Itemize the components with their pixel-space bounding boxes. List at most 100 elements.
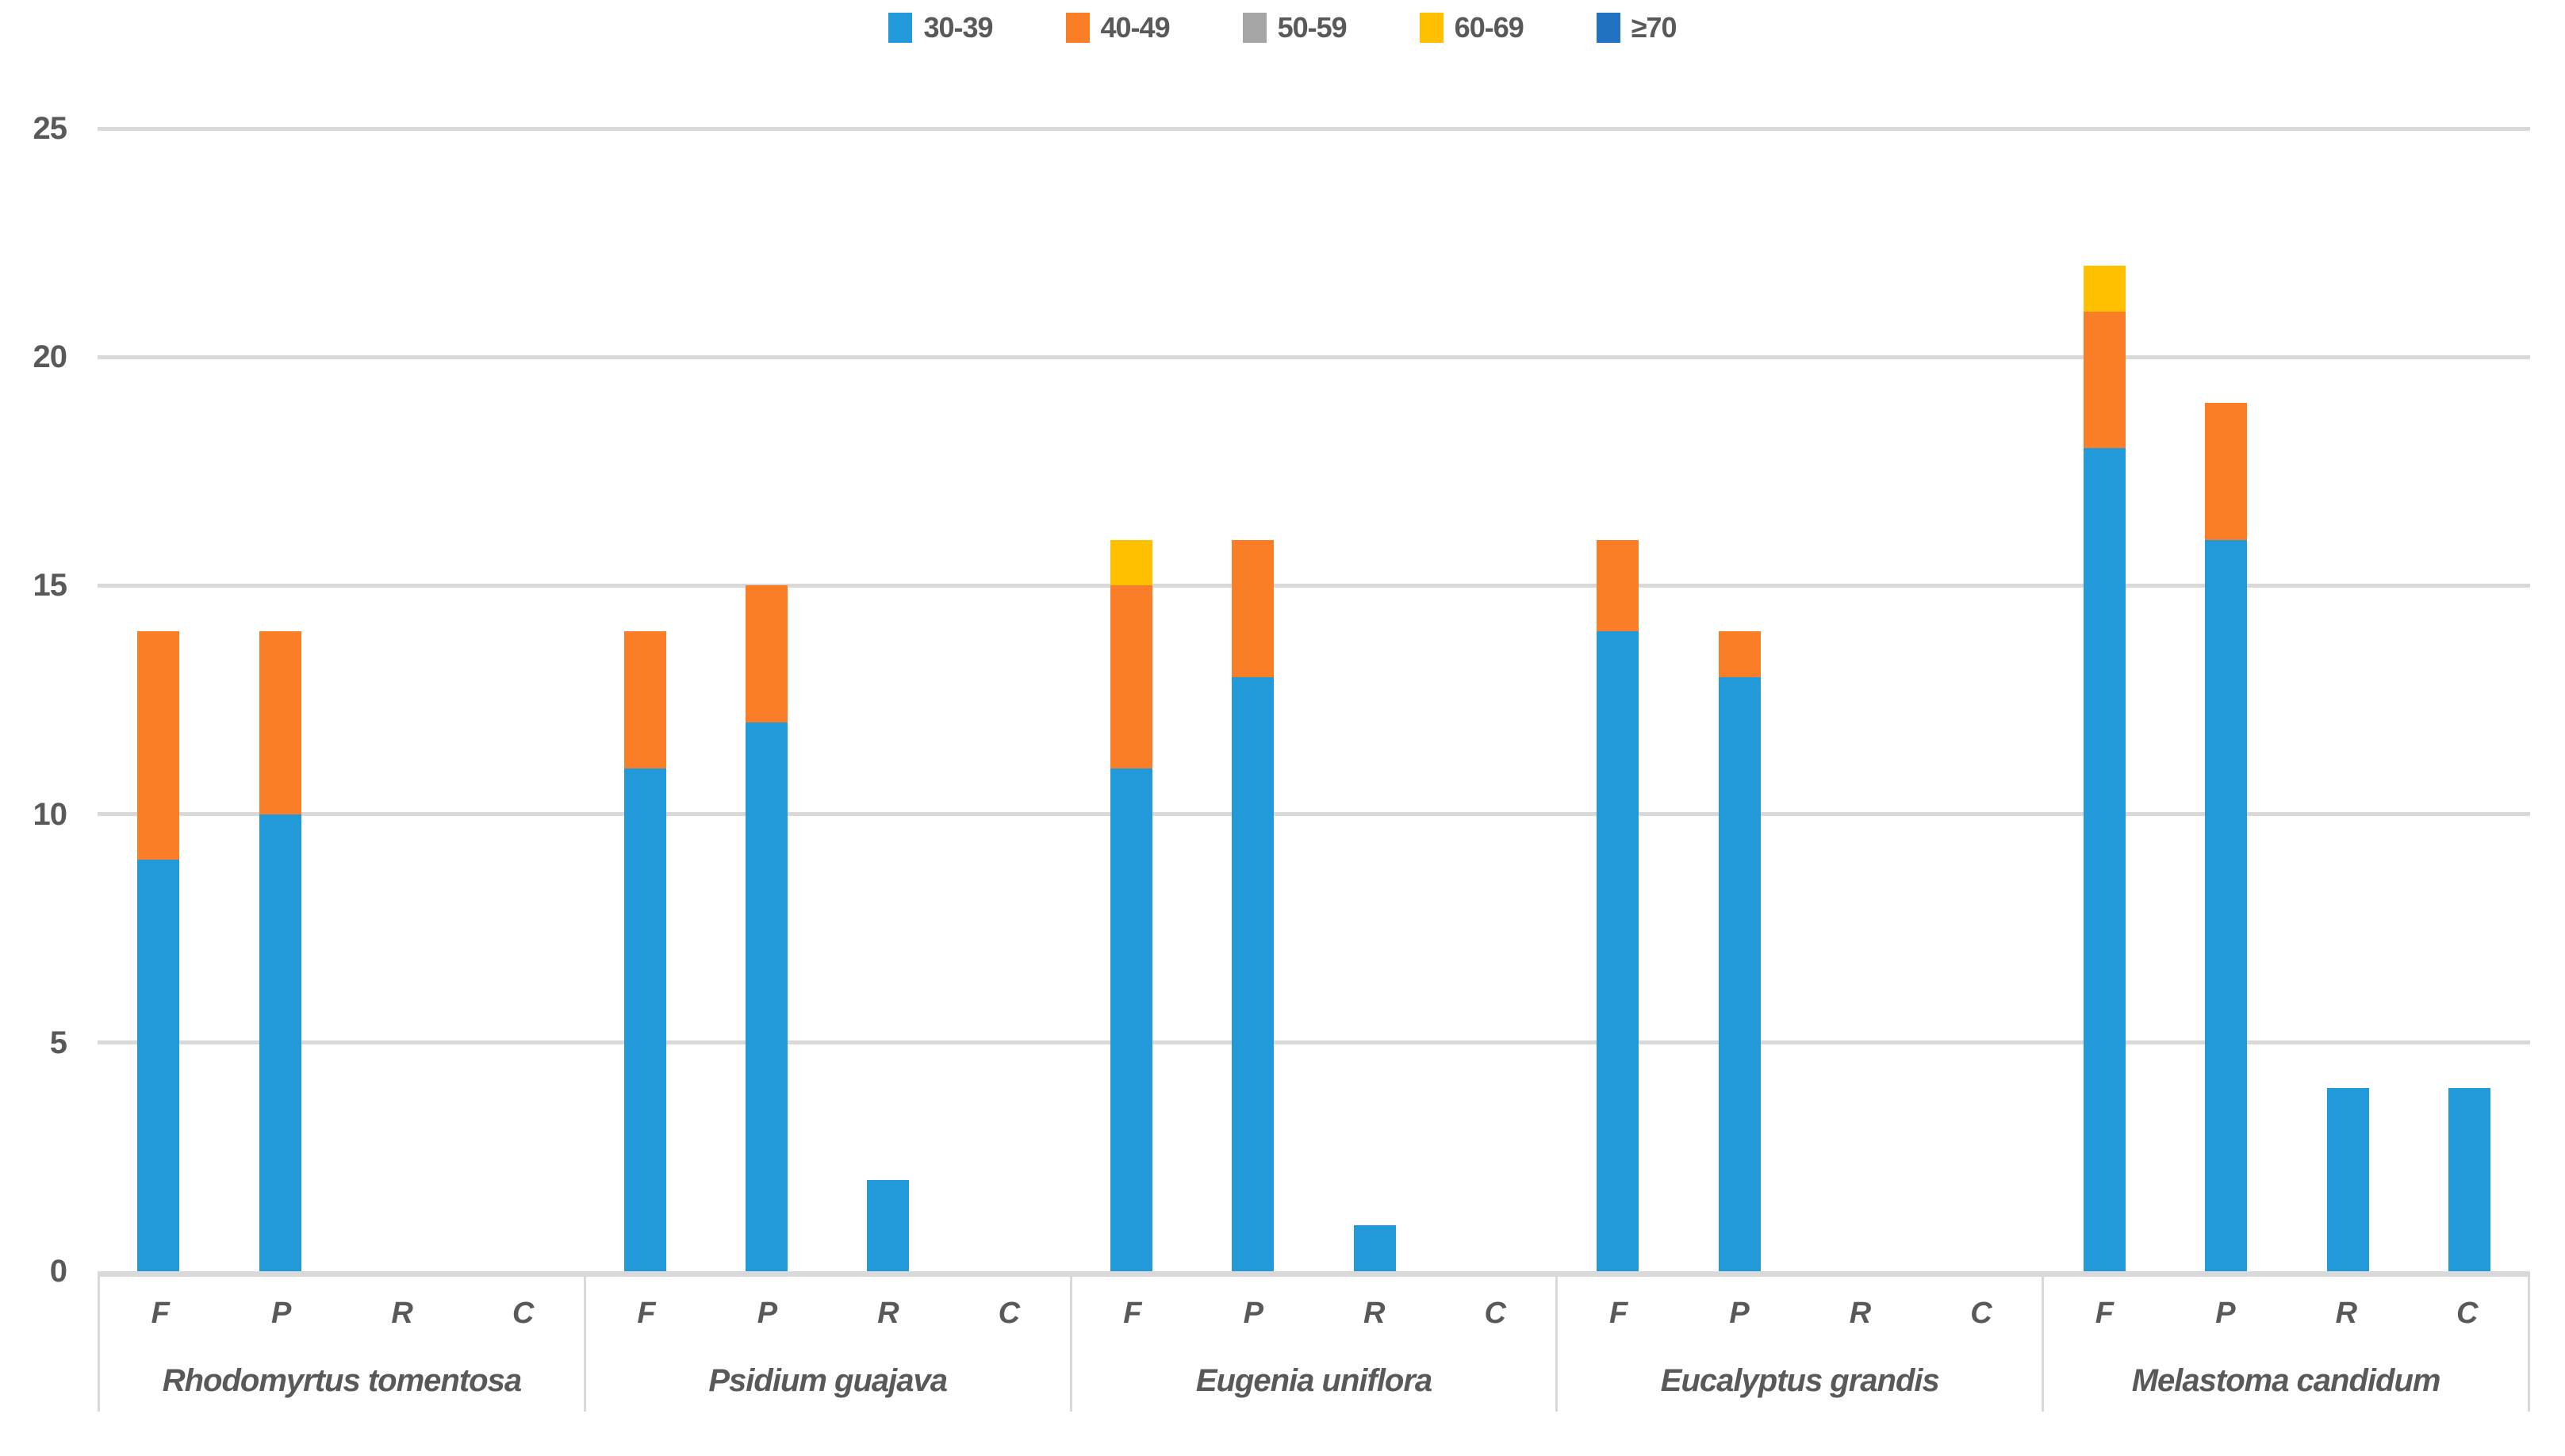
legend-label: 30-39 <box>923 11 993 44</box>
bar-slot <box>584 128 705 1271</box>
stacked-bar <box>1110 539 1152 1271</box>
legend-swatch-50-59 <box>1242 13 1267 43</box>
bar-slot <box>219 128 340 1271</box>
category-label: R <box>2335 1296 2358 1330</box>
bar-segment-40-49 <box>1232 539 1275 677</box>
x-axis: F P R C Rhodomyrtus tomentosa F P R C Psidium gua… <box>98 1271 2530 1412</box>
category-label: C <box>1484 1296 1506 1330</box>
bar-slot <box>2044 128 2165 1271</box>
category-label: R <box>1849 1296 1872 1330</box>
bar-slot <box>2165 128 2287 1271</box>
category-label: R <box>877 1296 899 1330</box>
category-label: R <box>1363 1296 1386 1330</box>
bar-slot <box>98 128 219 1271</box>
bar-segment-40-49 <box>745 585 788 723</box>
stacked-bar <box>2448 1088 2490 1271</box>
bars-layer <box>98 128 2530 1271</box>
category-label: P <box>757 1296 778 1330</box>
bar-group <box>1071 128 1557 1271</box>
bar-segment-30-39 <box>623 768 666 1271</box>
category-label: C <box>1970 1296 1992 1330</box>
species-name: Eucalyptus grandis <box>1660 1362 1940 1398</box>
bar-segment-30-39 <box>1718 676 1761 1271</box>
bar-slot <box>1800 128 1922 1271</box>
bar-segment-30-39 <box>867 1179 910 1271</box>
category-label: P <box>271 1296 292 1330</box>
bar-slot <box>1679 128 1800 1271</box>
bar-segment-60-69 <box>2083 265 2126 312</box>
category-label: F <box>151 1296 170 1330</box>
legend-swatch-40-49 <box>1065 13 1090 43</box>
species-group-cell: F P R C Rhodomyrtus tomentosa <box>98 1277 584 1412</box>
legend-item: 40-49 <box>1065 11 1171 44</box>
bar-slot <box>827 128 949 1271</box>
legend-item: 60-69 <box>1419 11 1524 44</box>
y-axis-tick-label: 25 <box>33 111 68 146</box>
legend-label: 40-49 <box>1100 11 1171 44</box>
stacked-bar <box>259 631 301 1271</box>
gridline <box>98 126 2530 131</box>
bar-slot <box>2409 128 2530 1271</box>
bar-segment-40-49 <box>1110 585 1152 768</box>
bar-segment-40-49 <box>1718 631 1761 677</box>
bar-slot <box>2287 128 2408 1271</box>
legend-label: 60-69 <box>1454 11 1524 44</box>
stacked-bar <box>1718 631 1761 1271</box>
bar-slot <box>949 128 1070 1271</box>
stacked-bar <box>2326 1088 2369 1271</box>
stacked-bar <box>137 631 180 1271</box>
stacked-bar <box>2083 265 2126 1271</box>
species-name: Melastoma candidum <box>2131 1362 2441 1398</box>
stacked-bar <box>867 1179 910 1271</box>
bar-segment-30-39 <box>745 722 788 1271</box>
category-label: F <box>637 1296 656 1330</box>
bar-slot <box>1314 128 1436 1271</box>
species-name: Psidium guajava <box>708 1362 948 1398</box>
category-label: F <box>1123 1296 1142 1330</box>
bar-group <box>98 128 584 1271</box>
category-label: F <box>1609 1296 1628 1330</box>
category-label: P <box>1243 1296 1263 1330</box>
legend-item: 30-39 <box>888 11 994 44</box>
stacked-bar <box>2205 402 2248 1271</box>
bar-segment-40-49 <box>137 631 180 860</box>
legend-label: 50-59 <box>1277 11 1348 44</box>
species-group-cell: F P R C Eucalyptus grandis <box>1555 1277 2042 1412</box>
bar-segment-30-39 <box>2326 1088 2369 1271</box>
species-group-cell: F P R C Psidium guajava <box>583 1277 1070 1412</box>
bar-segment-30-39 <box>2083 448 2126 1271</box>
stacked-bar <box>1353 1225 1396 1271</box>
bar-slot <box>706 128 827 1271</box>
gridline <box>98 812 2530 817</box>
y-axis-tick-label: 0 <box>49 1254 67 1289</box>
bar-slot <box>1922 128 2043 1271</box>
bar-segment-30-39 <box>1597 631 1639 1271</box>
bar-slot <box>1436 128 1557 1271</box>
species-group-cell: F P R C Eugenia uniflora <box>1069 1277 1556 1412</box>
category-label: F <box>2095 1296 2114 1330</box>
bar-segment-40-49 <box>1597 539 1639 632</box>
bar-segment-40-49 <box>2083 311 2126 449</box>
category-label: C <box>998 1296 1021 1330</box>
bar-segment-30-39 <box>137 860 180 1271</box>
legend-item: ≥70 <box>1596 11 1677 44</box>
legend: 30-39 40-49 50-59 60-69 ≥70 <box>0 11 2565 44</box>
bar-segment-30-39 <box>1353 1225 1396 1271</box>
legend-swatch-30-39 <box>888 13 913 43</box>
bar-slot <box>462 128 584 1271</box>
bar-slot <box>341 128 462 1271</box>
y-axis-tick-label: 15 <box>33 568 68 603</box>
gridline <box>98 354 2530 359</box>
bar-slot <box>1557 128 1678 1271</box>
y-axis-tick-label: 5 <box>49 1025 67 1060</box>
bar-group <box>584 128 1070 1271</box>
bar-segment-40-49 <box>623 631 666 768</box>
legend-item: 50-59 <box>1242 11 1348 44</box>
species-name: Rhodomyrtus tomentosa <box>162 1362 522 1398</box>
legend-swatch-≥70 <box>1596 13 1620 43</box>
stacked-bar <box>745 585 788 1271</box>
bar-segment-40-49 <box>259 631 301 814</box>
